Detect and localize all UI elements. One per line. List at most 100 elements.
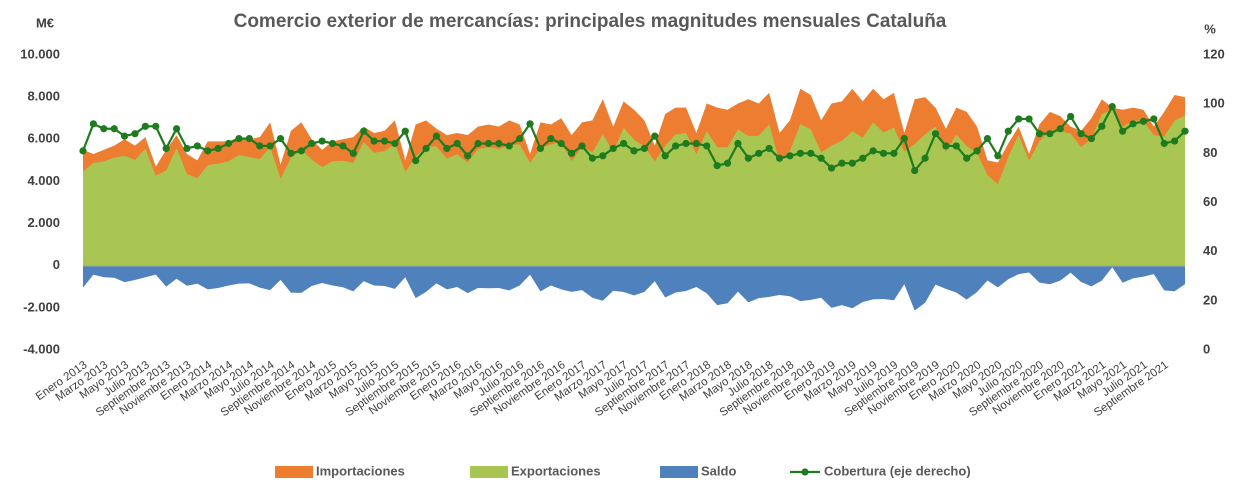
marker bbox=[516, 134, 524, 143]
marker bbox=[162, 144, 170, 153]
marker bbox=[1181, 127, 1189, 135]
marker bbox=[651, 132, 659, 140]
y2-tick-label: 60 bbox=[1203, 194, 1217, 209]
legend-swatch bbox=[660, 466, 698, 478]
marker bbox=[609, 144, 617, 153]
marker bbox=[1098, 122, 1106, 130]
marker bbox=[245, 134, 253, 143]
marker bbox=[1108, 103, 1116, 111]
marker bbox=[1119, 127, 1127, 135]
y2-tick-label: 100 bbox=[1203, 96, 1225, 111]
marker bbox=[287, 149, 295, 157]
marker bbox=[1171, 137, 1179, 145]
marker bbox=[723, 159, 732, 167]
marker bbox=[536, 144, 545, 153]
marker bbox=[505, 142, 513, 150]
marker bbox=[755, 149, 763, 157]
marker bbox=[807, 149, 815, 157]
y-tick-label: 4.000 bbox=[27, 173, 60, 188]
marker bbox=[942, 142, 950, 150]
marker bbox=[412, 157, 420, 165]
y2-tick-label: 120 bbox=[1203, 46, 1225, 61]
marker bbox=[349, 149, 357, 157]
marker bbox=[214, 144, 222, 153]
marker bbox=[141, 122, 149, 130]
marker bbox=[370, 137, 378, 145]
y-tick-label: 0 bbox=[53, 257, 60, 272]
marker bbox=[869, 147, 877, 155]
marker bbox=[1150, 115, 1158, 123]
marker bbox=[765, 144, 773, 153]
marker bbox=[1046, 130, 1054, 138]
marker bbox=[100, 125, 108, 133]
marker bbox=[495, 139, 503, 148]
marker bbox=[193, 142, 201, 150]
marker bbox=[744, 154, 752, 162]
marker bbox=[817, 154, 825, 162]
marker bbox=[276, 134, 285, 143]
y-tick-label: -2.000 bbox=[23, 299, 60, 314]
marker bbox=[900, 134, 908, 143]
marker bbox=[360, 127, 368, 135]
marker bbox=[401, 127, 409, 135]
marker bbox=[911, 166, 919, 175]
marker bbox=[713, 162, 721, 170]
marker bbox=[1067, 112, 1075, 121]
marker bbox=[1160, 139, 1168, 148]
y2-tick-label: 20 bbox=[1203, 292, 1217, 307]
marker bbox=[879, 149, 888, 157]
marker bbox=[79, 147, 87, 155]
marker bbox=[328, 139, 337, 148]
marker bbox=[1035, 130, 1044, 138]
marker bbox=[1087, 134, 1096, 143]
marker bbox=[1004, 127, 1012, 135]
marker bbox=[786, 152, 794, 160]
marker bbox=[931, 130, 940, 138]
legend-swatch bbox=[275, 466, 313, 478]
marker bbox=[172, 125, 181, 133]
marker bbox=[152, 122, 160, 130]
marker bbox=[838, 159, 846, 167]
marker bbox=[422, 144, 430, 153]
marker bbox=[110, 125, 118, 133]
y2-axis-label: % bbox=[1204, 21, 1216, 36]
marker bbox=[1077, 130, 1085, 138]
marker bbox=[266, 142, 274, 150]
marker bbox=[640, 144, 648, 153]
marker bbox=[380, 137, 389, 145]
marker bbox=[484, 139, 493, 148]
marker bbox=[1056, 125, 1064, 133]
marker bbox=[599, 152, 607, 160]
legend-label: Saldo bbox=[701, 463, 736, 478]
marker bbox=[557, 139, 565, 148]
marker bbox=[568, 149, 576, 157]
y2-tick-label: 40 bbox=[1203, 243, 1217, 258]
y-tick-label: 8.000 bbox=[27, 89, 60, 104]
marker bbox=[661, 152, 669, 160]
marker bbox=[682, 139, 690, 148]
marker bbox=[775, 154, 784, 162]
marker bbox=[204, 147, 212, 155]
marker bbox=[994, 152, 1002, 160]
legend-swatch bbox=[470, 466, 508, 478]
area bbox=[83, 265, 1185, 311]
legend-label: Importaciones bbox=[316, 463, 405, 478]
y-tick-label: 2.000 bbox=[27, 215, 60, 230]
area bbox=[83, 109, 1185, 266]
marker bbox=[318, 137, 326, 145]
marker bbox=[474, 139, 482, 148]
marker bbox=[339, 142, 347, 150]
marker bbox=[963, 154, 971, 162]
y2-tick-label: 80 bbox=[1203, 145, 1217, 160]
y-tick-label: 10.000 bbox=[20, 46, 60, 61]
marker bbox=[588, 154, 597, 162]
marker bbox=[1129, 120, 1137, 128]
marker bbox=[464, 152, 472, 160]
marker bbox=[827, 164, 836, 172]
legend-label: Exportaciones bbox=[511, 463, 601, 478]
marker bbox=[547, 134, 555, 143]
marker bbox=[256, 142, 264, 150]
marker bbox=[734, 139, 742, 148]
legend-swatch bbox=[801, 468, 809, 476]
